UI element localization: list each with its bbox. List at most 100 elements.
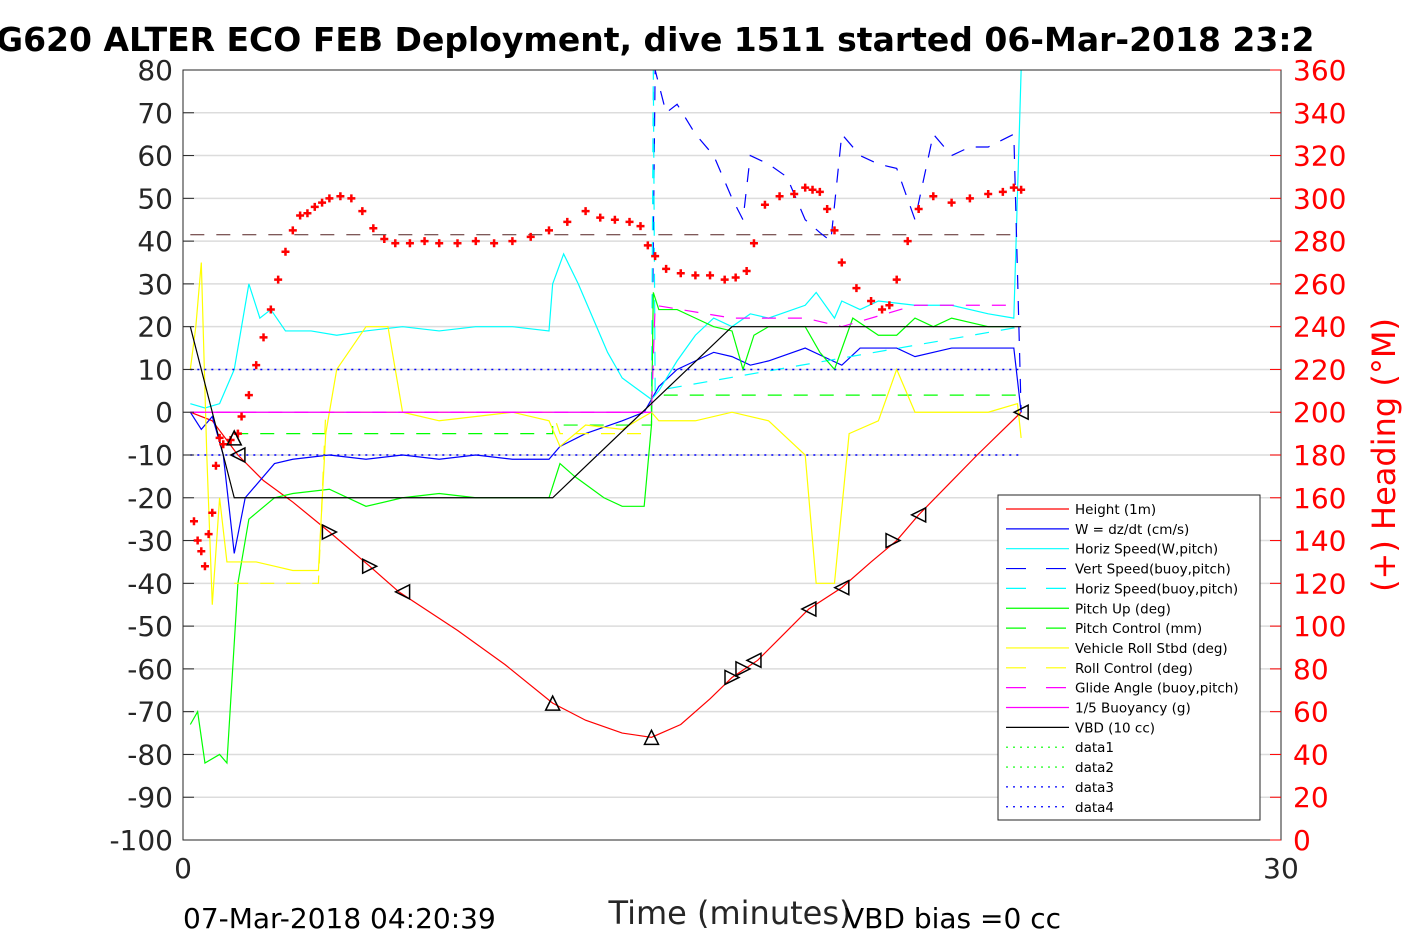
heading-point: [200, 562, 209, 571]
triangle-marker: [361, 558, 379, 575]
y-tick-label: 50: [137, 182, 173, 215]
heading-point: [391, 239, 400, 248]
heading-point: [691, 271, 700, 280]
heading-point: [720, 275, 729, 284]
heading-point: [545, 226, 553, 235]
heading-point: [266, 305, 275, 314]
legend-label: data4: [1075, 800, 1114, 816]
heading-point: [1009, 183, 1018, 192]
series-horiz-speed-w-pitch-: [190, 70, 1022, 409]
series-pitch-up-deg-: [189, 292, 1014, 765]
heading-point: [984, 190, 993, 199]
triangle-marker: [745, 652, 762, 669]
triangle-marker: [643, 728, 660, 746]
triangle-marker: [321, 523, 339, 541]
heading-point: [490, 239, 499, 248]
heading-point: [790, 190, 799, 199]
heading-point: [259, 333, 268, 342]
heading-point: [914, 205, 923, 214]
footer-vbd-bias: VBD bias =0 cc: [845, 902, 1061, 935]
y-tick-label: -70: [127, 696, 173, 729]
heading-point: [852, 284, 861, 293]
y-right-tick-label: 140: [1293, 525, 1346, 558]
y-tick-label: 30: [137, 268, 173, 301]
heading-point: [310, 202, 319, 211]
y-right-tick-label: 220: [1293, 353, 1346, 386]
heading-point: [823, 205, 832, 214]
legend-label: Pitch Up (deg): [1075, 601, 1171, 617]
heading-point: [526, 232, 535, 241]
heading-point: [508, 237, 517, 246]
legend-label: 1/5 Buoyancy (g): [1075, 701, 1191, 717]
heading-point: [808, 185, 817, 194]
heading-point: [208, 508, 217, 517]
heading-point: [706, 271, 715, 280]
plot-area: [189, 70, 1029, 765]
y-right-tick-label: 320: [1293, 140, 1346, 173]
heading-point: [244, 391, 253, 400]
y-right-tick-label: 60: [1293, 696, 1329, 729]
heading-point: [892, 275, 901, 284]
y-tick-label: -50: [127, 610, 173, 643]
y-tick-label: -10: [127, 439, 173, 472]
legend: Height (1m) W = dz/dt (cm/s) Horiz Speed(W…: [997, 494, 1261, 821]
heading-point: [867, 297, 876, 305]
heading-point: [878, 305, 887, 314]
heading-point: [837, 258, 846, 267]
y-right-tick-label: 280: [1293, 225, 1346, 258]
triangle-marker: [800, 600, 817, 618]
heading-point: [662, 264, 671, 273]
triangle-marker: [885, 532, 902, 549]
heading-point: [420, 237, 429, 246]
legend-label: Vert Speed(buoy,pitch): [1075, 562, 1231, 578]
triangle-marker: [226, 429, 243, 446]
legend-label: Vehicle Roll Stbd (deg): [1075, 641, 1228, 657]
triangle-marker: [735, 660, 752, 678]
heading-point: [801, 183, 810, 192]
heading-point: [296, 211, 305, 220]
y-right-tick-label: 80: [1293, 653, 1329, 686]
legend-label: W = dz/dt (cm/s): [1075, 522, 1189, 538]
y-tick-label: 80: [137, 54, 173, 87]
heading-point: [471, 237, 480, 246]
y-tick-label: 0: [155, 396, 173, 429]
y-right-tick-label: 120: [1293, 567, 1346, 600]
triangle-marker: [229, 446, 246, 464]
y-tick-label: -20: [127, 482, 173, 515]
heading-point: [596, 213, 605, 222]
series-w-dz-dt-cm-s-: [189, 347, 1022, 554]
heading-point: [435, 239, 444, 248]
triangle-marker: [1012, 404, 1029, 421]
heading-point: [636, 222, 645, 231]
y-tick-label: 20: [137, 311, 173, 344]
legend-label: Horiz Speed(W,pitch): [1075, 542, 1218, 558]
y-tick-label: 40: [137, 225, 173, 258]
heading-point: [775, 192, 784, 201]
footer-date: 07-Mar-2018 04:20:39: [183, 902, 496, 935]
legend-label: Height (1m): [1075, 502, 1156, 518]
series-glide-angle-buoy-pitch-: [190, 304, 1014, 413]
legend-label: Horiz Speed(buoy,pitch): [1075, 581, 1238, 597]
heading-point: [204, 530, 213, 539]
legend-label: VBD (10 cc): [1075, 720, 1155, 736]
heading-point: [211, 461, 220, 470]
heading-point: [885, 301, 894, 310]
heading-point: [369, 224, 378, 233]
heading-point: [749, 239, 758, 248]
y-right-tick-label: 340: [1293, 97, 1346, 130]
legend-label: data2: [1075, 760, 1114, 776]
heading-point: [947, 198, 956, 207]
heading-point: [325, 194, 334, 203]
heading-point: [731, 273, 740, 282]
heading-point: [237, 412, 246, 421]
heading-point: [281, 247, 290, 256]
heading-point: [347, 194, 356, 203]
ticks: 80706050403020100-10-20-30-40-50-60-70-8…: [109, 54, 1346, 885]
legend-label: Roll Control (deg): [1075, 661, 1193, 677]
heading-point: [380, 234, 389, 243]
heading-point: [336, 192, 345, 201]
heading-point: [830, 226, 839, 235]
heading-point: [453, 239, 462, 248]
y-right-tick-label: 0: [1293, 824, 1311, 857]
